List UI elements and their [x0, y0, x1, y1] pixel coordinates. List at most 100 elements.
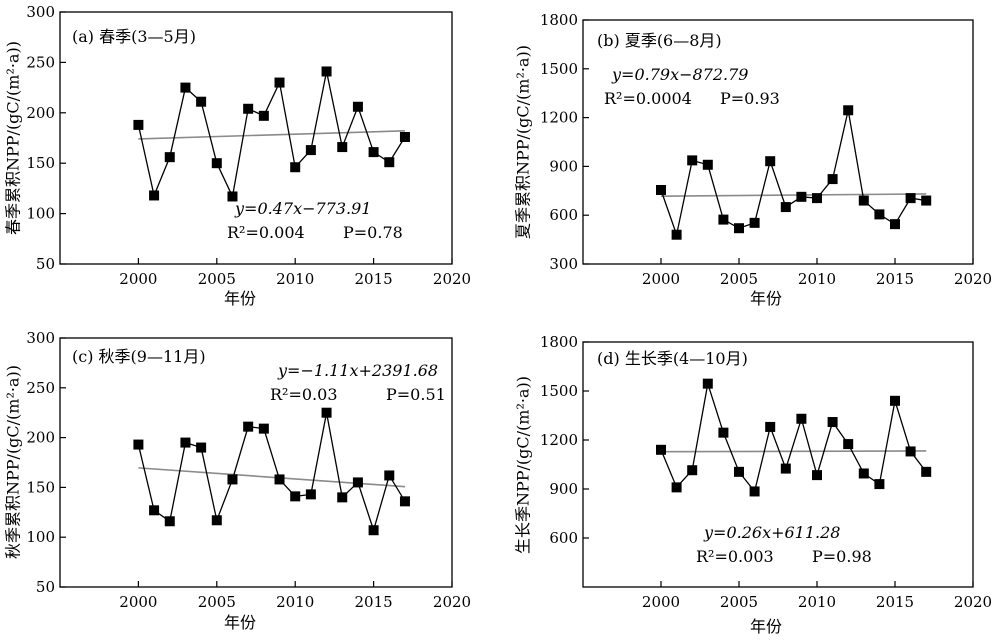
data-point	[734, 466, 744, 477]
y-tick-label: 1200	[540, 431, 578, 449]
x-tick-label: 2005	[720, 270, 758, 288]
data-point	[180, 437, 191, 448]
data-point	[368, 525, 379, 536]
data-point	[671, 229, 682, 240]
data-point	[258, 110, 269, 121]
regression-p: P=0.78	[343, 223, 403, 242]
data-point	[827, 174, 838, 185]
data-point	[905, 446, 916, 457]
data-point	[702, 378, 713, 389]
y-tick-label: 300	[549, 255, 578, 273]
regression-annotation: y=−1.11x+2391.68 R²=0.03 P=0.51	[270, 361, 446, 404]
plot-frame	[59, 11, 453, 265]
data-point	[671, 482, 682, 493]
panel-b-summer: 2000 2005 2010 2015 2020 300 600 900 1200 1500 180…	[514, 11, 993, 308]
regression-r2: R²=0.003	[696, 547, 774, 566]
data-point	[827, 417, 838, 428]
data-point	[796, 191, 807, 202]
series-line	[660, 383, 927, 493]
data-point	[843, 105, 854, 116]
data-point	[890, 219, 900, 230]
data-point	[211, 158, 222, 169]
series-line	[137, 412, 406, 533]
x-tick-label: 2015	[355, 270, 393, 288]
panel-title: (a) 春季(3—5月)	[72, 27, 196, 46]
trend-line	[660, 450, 927, 453]
x-tick-label: 2000	[642, 593, 680, 611]
data-point	[305, 489, 316, 500]
y-tick-label: 600	[549, 206, 578, 224]
y-tick-label: 150	[26, 478, 55, 496]
y-tick-label: 100	[26, 528, 55, 546]
y-tick-label: 250	[26, 379, 55, 397]
data-point	[734, 223, 744, 234]
data-point	[274, 474, 285, 485]
ticks-layer: 2000 2005 2010 2015 2020 50 100 150 200 250 300	[26, 329, 471, 611]
plot-frame	[59, 337, 453, 588]
y-tick-label: 600	[549, 529, 578, 547]
data-point	[858, 195, 869, 206]
y-tick-label: 1500	[540, 60, 578, 78]
data-point	[321, 407, 332, 418]
series-layer	[133, 66, 410, 202]
data-point	[227, 191, 238, 202]
data-point	[687, 155, 698, 166]
regression-r2: R²=0.03	[270, 385, 338, 404]
series-layer	[133, 407, 410, 536]
trend-layer	[660, 450, 927, 453]
y-tick-label: 1500	[540, 382, 578, 400]
series-line	[660, 110, 927, 238]
y-tick-label: 200	[26, 104, 55, 122]
data-point	[921, 466, 932, 477]
data-point	[384, 157, 395, 168]
data-point	[812, 470, 822, 481]
ticks-layer: 2000 2005 2010 2015 2020 50 100 150 200 250 300	[26, 3, 471, 288]
y-tick-label: 900	[549, 157, 578, 175]
data-point	[211, 515, 222, 526]
y-tick-label: 50	[36, 255, 55, 273]
x-tick-label: 2000	[642, 270, 680, 288]
regression-equation: y=0.26x+611.28	[703, 523, 840, 542]
regression-equation: y=0.47x−773.91	[234, 199, 371, 218]
data-point	[399, 496, 410, 507]
y-axis-label: 秋季累积NPP/(gC/(m²·a))	[4, 365, 23, 559]
x-tick-label: 2005	[720, 593, 758, 611]
data-point	[874, 479, 885, 490]
data-point	[656, 184, 666, 195]
y-axis-label: 春季累积NPP/(gC/(m²·a))	[4, 41, 23, 235]
data-point	[384, 470, 395, 481]
data-point	[305, 145, 316, 156]
x-tick-label: 2010	[798, 593, 836, 611]
x-axis-label: 年份	[750, 617, 782, 636]
data-point	[656, 444, 666, 455]
data-point	[687, 465, 698, 476]
data-point	[243, 103, 254, 114]
y-tick-label: 900	[549, 480, 578, 498]
x-tick-label: 2015	[876, 593, 914, 611]
data-point	[290, 491, 301, 502]
series-line	[137, 71, 406, 199]
x-axis-label: 年份	[224, 289, 256, 308]
x-tick-label: 2000	[119, 270, 157, 288]
data-point	[796, 413, 807, 424]
y-tick-label: 250	[26, 53, 55, 71]
data-point	[149, 505, 160, 516]
data-point	[921, 195, 932, 206]
x-tick-label: 2005	[198, 593, 236, 611]
y-tick-label: 50	[36, 578, 55, 596]
x-tick-label: 2020	[954, 270, 992, 288]
data-point	[718, 214, 729, 225]
ticks-layer: 2000 2005 2010 2015 2020 600 900 1200 1500 1800	[540, 333, 992, 611]
x-tick-label: 2005	[198, 270, 236, 288]
data-point	[196, 442, 207, 453]
x-tick-label: 2010	[276, 593, 314, 611]
x-tick-label: 2020	[433, 270, 471, 288]
data-point	[133, 439, 144, 450]
panel-a-spring: 2000 2005 2010 2015 2020 50 100 150 200 250 300 (a…	[4, 3, 472, 308]
data-point	[780, 463, 791, 474]
y-tick-label: 300	[26, 3, 55, 21]
regression-equation: y=0.79x−872.79	[611, 65, 748, 84]
plot-frame	[582, 341, 974, 588]
data-point	[274, 77, 285, 88]
data-point	[133, 119, 144, 130]
